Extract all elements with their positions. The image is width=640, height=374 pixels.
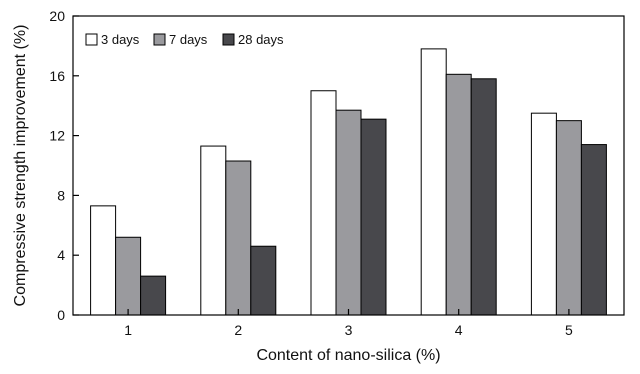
x-tick-label: 3: [345, 322, 353, 338]
bar-28-days-1: [140, 275, 167, 316]
bar-28-days-2: [250, 245, 277, 316]
legend-label: 7 days: [169, 32, 208, 47]
legend-label: 3 days: [101, 32, 140, 47]
bar-3-days-5: [530, 112, 557, 316]
y-tick-label: 16: [49, 68, 65, 84]
x-axis-title: Content of nano-silica (%): [256, 347, 440, 364]
y-tick-label: 8: [57, 187, 65, 203]
bar-3-days-3: [310, 90, 337, 316]
x-tick-label: 4: [455, 322, 463, 338]
bar-7-days-3: [335, 109, 362, 316]
bar-7-days-5: [555, 120, 582, 316]
x-tick-label: 1: [124, 322, 132, 338]
legend-swatch: [222, 33, 235, 46]
bar-7-days-2: [225, 160, 252, 316]
bar-7-days-1: [115, 236, 142, 316]
bar-3-days-1: [90, 205, 117, 316]
x-tick-label: 5: [565, 322, 573, 338]
legend-label: 28 days: [238, 32, 284, 47]
y-tick-label: 4: [57, 247, 65, 263]
y-tick-label: 12: [49, 128, 65, 144]
x-tick-label: 2: [234, 322, 242, 338]
legend-swatch: [153, 33, 166, 46]
bar-28-days-4: [470, 78, 497, 316]
bar-3-days-2: [200, 145, 227, 316]
bar-3-days-4: [420, 48, 447, 316]
legend-item: 3 days: [85, 32, 140, 47]
bar-7-days-4: [445, 73, 472, 316]
legend-swatch: [85, 33, 98, 46]
legend-item: 7 days: [153, 32, 208, 47]
x-axis: 1 2 3 4 5: [124, 309, 573, 338]
legend-item: 28 days: [222, 32, 284, 47]
bars-layer: [90, 48, 607, 316]
y-axis: 0 4 8 12 16 20: [49, 8, 79, 323]
y-axis-title: Compressive strength improvement (%): [12, 25, 29, 307]
y-tick-label: 20: [49, 8, 65, 24]
bar-28-days-5: [580, 144, 607, 316]
bar-28-days-3: [360, 118, 387, 316]
y-tick-label: 0: [57, 307, 65, 323]
legend: 3 days 7 days 28 days: [85, 32, 284, 47]
